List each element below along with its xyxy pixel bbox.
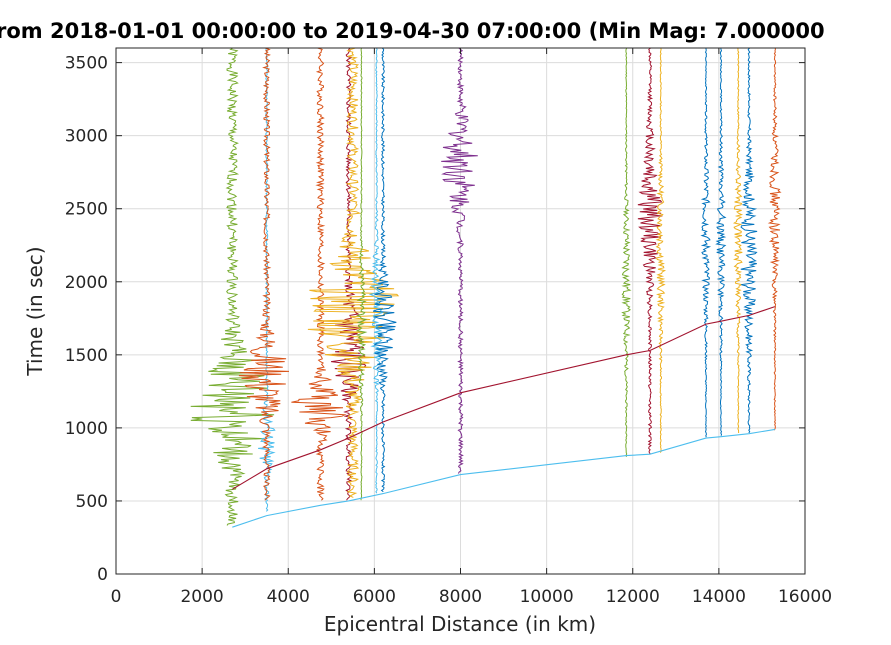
seismogram-trace (441, 47, 478, 474)
x-tick-label: 4000 (267, 587, 310, 607)
chart-title: rom 2018-01-01 00:00:00 to 2019-04-30 07… (0, 19, 825, 43)
seismogram-trace (732, 47, 744, 433)
seismogram-trace (368, 47, 384, 494)
traces (190, 47, 782, 526)
seismogram-trace (715, 47, 727, 436)
seismogram-trace (372, 47, 397, 493)
x-tick-label: 14000 (692, 587, 746, 607)
seismogram-trace (700, 47, 712, 438)
seismogram-trace (238, 47, 290, 501)
seismogram-trace (637, 47, 663, 455)
y-tick-label: 2000 (65, 273, 108, 293)
seismogram-trace (767, 47, 782, 431)
y-axis-ticks: 0 500 1000 1500 2000 2500 3000 3500 (65, 54, 805, 585)
x-tick-label: 0 (111, 587, 122, 607)
x-tick-label: 2000 (180, 587, 223, 607)
x-axis-ticks: 0 2000 4000 6000 8000 10000 12000 14000 16000 (111, 48, 832, 607)
y-tick-label: 0 (97, 565, 108, 585)
seismogram-trace (355, 47, 368, 501)
seismogram-trace (621, 47, 632, 457)
seismogram-trace (291, 47, 347, 501)
y-tick-label: 1500 (65, 346, 108, 366)
x-tick-label: 6000 (353, 587, 396, 607)
x-tick-label: 12000 (606, 587, 660, 607)
y-tick-label: 500 (76, 492, 108, 512)
x-axis-label: Epicentral Distance (in km) (324, 612, 596, 636)
y-tick-label: 1000 (65, 419, 108, 439)
travel-time-curves (232, 306, 776, 528)
y-tick-label: 2500 (65, 200, 108, 220)
travel-time-curve (232, 306, 776, 490)
x-tick-label: 10000 (520, 587, 574, 607)
y-tick-label: 3000 (65, 127, 108, 147)
seismogram-trace (190, 47, 275, 526)
x-tick-label: 16000 (778, 587, 832, 607)
y-tick-label: 3500 (65, 54, 108, 74)
y-axis-label: Time (in sec) (23, 246, 47, 376)
seismogram-trace (307, 47, 400, 498)
travel-time-curve (232, 428, 775, 528)
seismogram-trace (655, 47, 667, 453)
seismogram-trace (740, 47, 758, 434)
x-tick-label: 8000 (439, 587, 482, 607)
